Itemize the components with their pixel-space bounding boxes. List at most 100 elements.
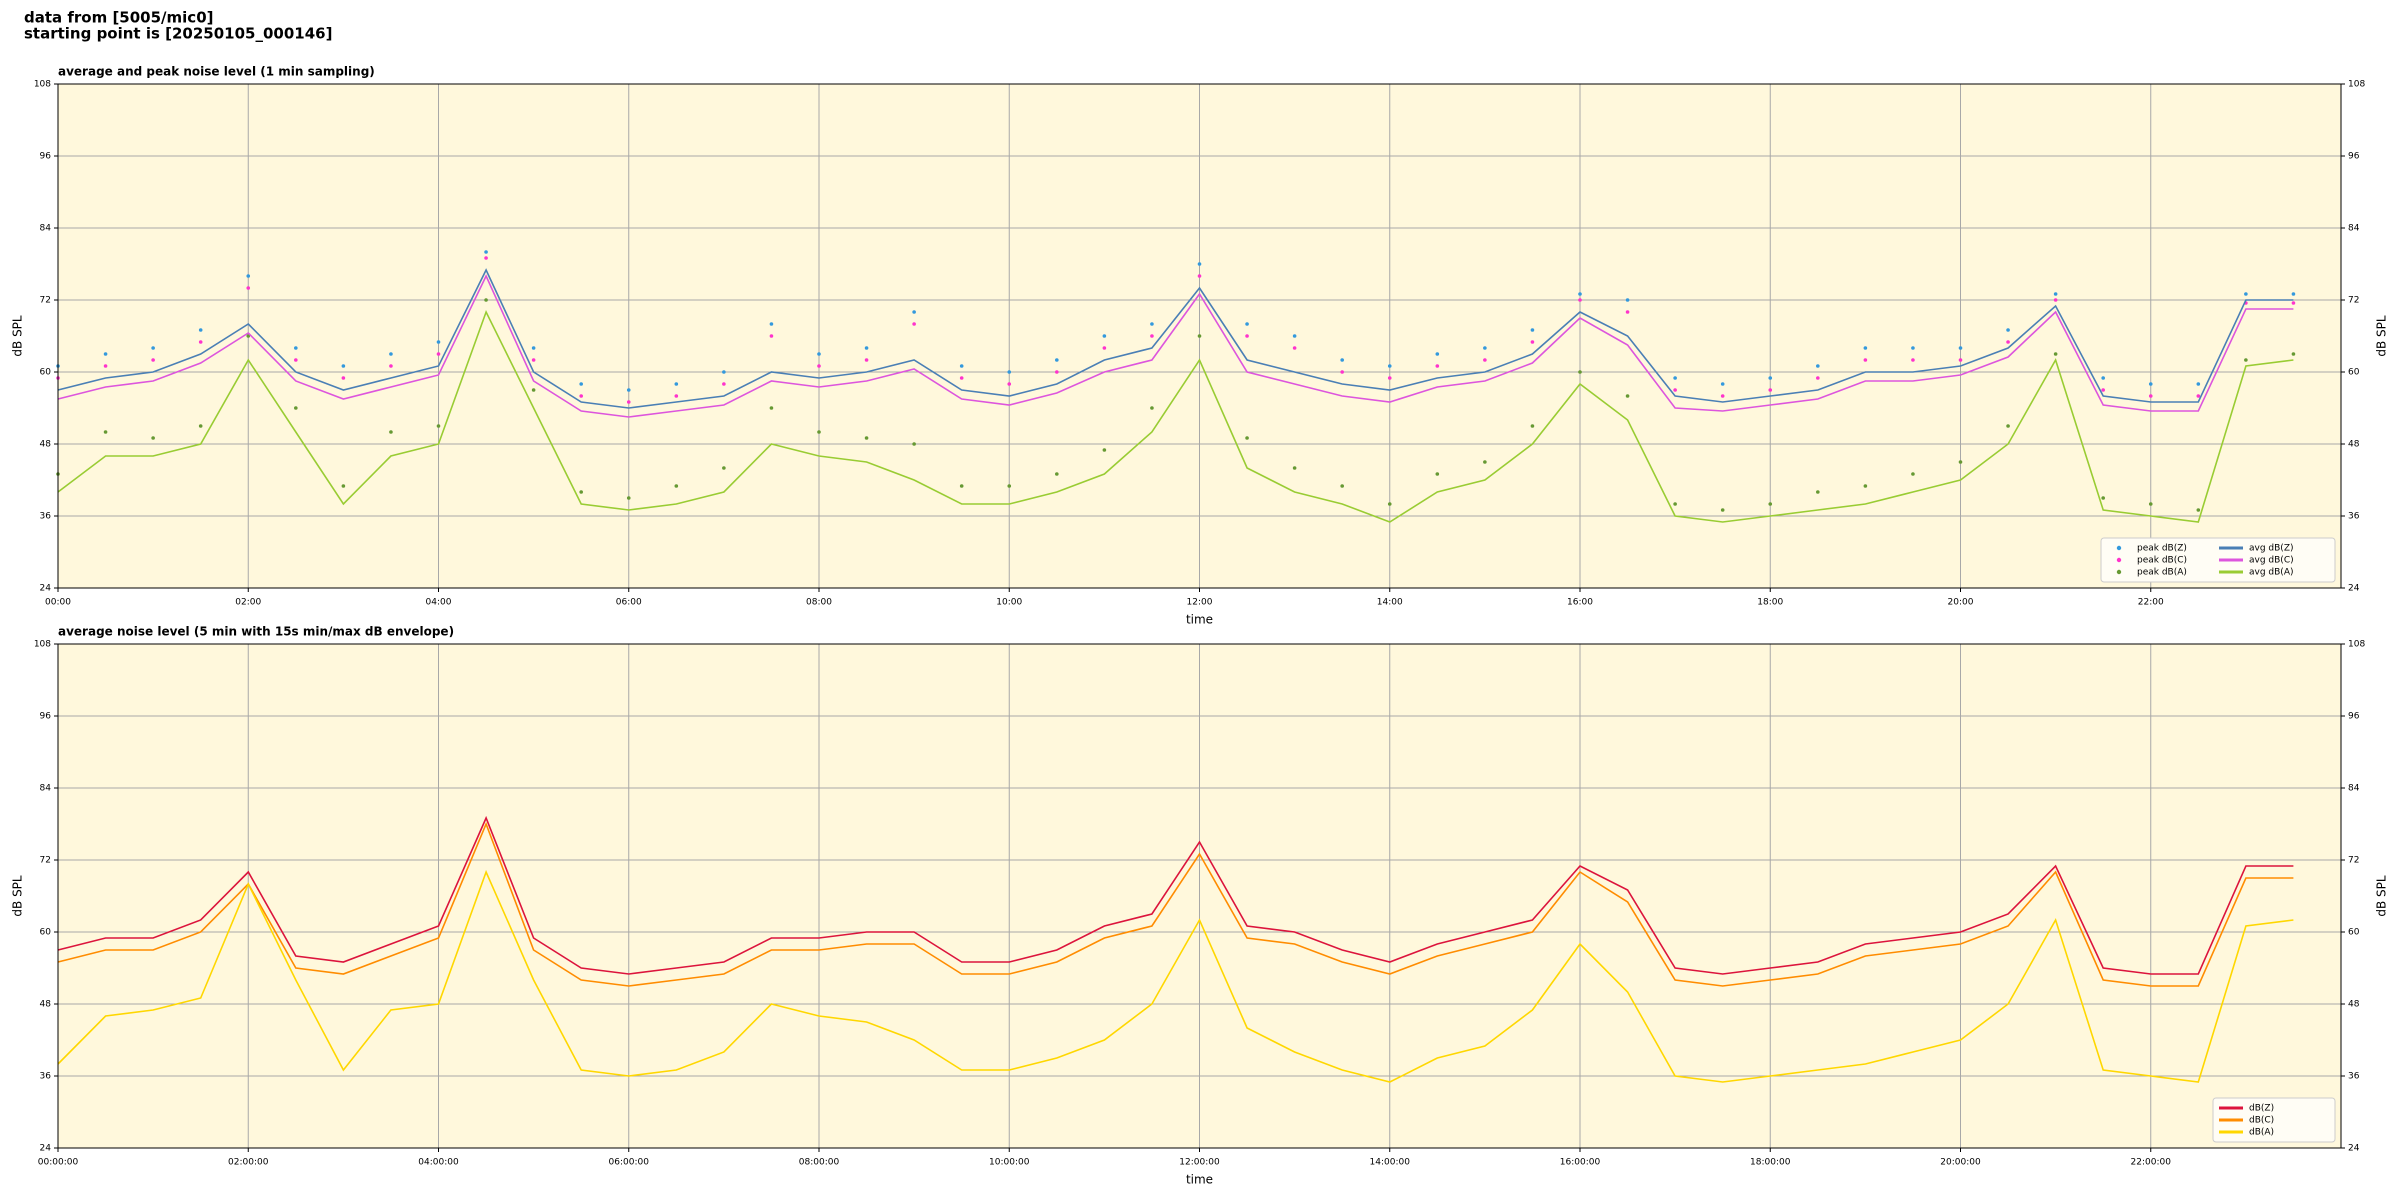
peak-dot (246, 274, 251, 278)
peak-dot (769, 334, 774, 338)
peak-dot (2244, 292, 2248, 296)
peak-dot (1435, 472, 1440, 476)
peak-dot (1625, 394, 1630, 398)
x-tick-label: 16:00 (1567, 598, 1593, 608)
peak-dot (2148, 382, 2153, 386)
peak-dot (1340, 358, 1344, 362)
x-axis-label: time (1186, 613, 1213, 627)
series-line (57, 309, 2294, 523)
peak-dot (294, 406, 298, 410)
peak-dot (626, 400, 631, 404)
peak-dot (626, 496, 631, 500)
peak-dot (579, 394, 583, 398)
peak-dot (341, 376, 346, 380)
peak-dot (1483, 460, 1487, 464)
x-tick-label: 14:00 (1377, 598, 1403, 608)
peak-dot (103, 364, 108, 368)
y-tick-label: 72 (2348, 856, 2359, 866)
peak-dot (1863, 346, 1868, 350)
peak-dot (1102, 448, 1107, 452)
peak-dot (1863, 358, 1868, 362)
peak-dot (1292, 334, 1297, 338)
peak-dot (436, 424, 441, 428)
peak-dot (1673, 502, 1677, 506)
peak-dot (2053, 298, 2058, 302)
peak-dot (1340, 484, 1344, 488)
peak-dot (1197, 334, 1202, 338)
y-tick-label: 24 (2348, 584, 2360, 594)
x-tick-label: 22:00 (2138, 598, 2164, 608)
plot-frame (57, 643, 2342, 1149)
peak-dot (1911, 358, 1915, 362)
peak-dot (1245, 436, 1249, 440)
peak-dot (389, 364, 393, 368)
peak-dot (817, 352, 821, 356)
peak-dot (103, 352, 108, 356)
y-tick-label: 84 (40, 784, 52, 794)
x-tick-label: 20:00 (1948, 598, 1974, 608)
legend-label: avg dB(C) (2249, 556, 2294, 566)
peak-dot (2196, 382, 2201, 386)
peak-dot (1768, 388, 1773, 392)
peak-dot (2101, 376, 2105, 380)
legend-marker (2116, 545, 2122, 551)
peak-dot (1340, 370, 1344, 374)
peak-dot (198, 424, 203, 428)
x-tick-label: 00:00:00 (38, 1158, 79, 1168)
peak-dot (103, 430, 108, 434)
y-tick-label: 60 (2348, 368, 2360, 378)
x-tick-label: 04:00 (426, 598, 452, 608)
peak-dot (2244, 358, 2248, 362)
y-axis-label: dB SPL (2375, 315, 2389, 357)
peak-dot (246, 334, 251, 338)
peak-dot (1625, 310, 1630, 314)
y-tick-label: 36 (40, 512, 52, 522)
peak-dot (579, 490, 583, 494)
series-line (57, 274, 2294, 418)
x-tick-label: 14:00:00 (1370, 1158, 1411, 1168)
peak-dot (1578, 370, 1582, 374)
peak-dot (1530, 340, 1535, 344)
peak-dot (864, 346, 869, 350)
peak-dot (1435, 352, 1440, 356)
peak-dot (674, 382, 679, 386)
peak-dot (484, 298, 488, 302)
peak-dot (864, 436, 869, 440)
y-tick-label: 48 (40, 440, 52, 450)
y-tick-label: 60 (40, 368, 52, 378)
y-tick-label: 60 (40, 928, 52, 938)
y-tick-label: 108 (34, 640, 51, 650)
legend-label: dB(A) (2249, 1128, 2274, 1138)
x-tick-label: 06:00:00 (609, 1158, 650, 1168)
y-tick-label: 96 (40, 152, 52, 162)
x-tick-label: 10:00:00 (989, 1158, 1030, 1168)
peak-dot (864, 358, 869, 362)
x-tick-label: 08:00 (806, 598, 832, 608)
x-tick-label: 02:00:00 (228, 1158, 269, 1168)
peak-dot (817, 430, 821, 434)
peak-dot (2053, 292, 2058, 296)
y-tick-label: 84 (2348, 224, 2360, 234)
peak-dot (484, 250, 488, 254)
plot-frame (57, 83, 2342, 589)
peak-dot (2101, 388, 2105, 392)
peak-dot (722, 466, 726, 470)
legend-label: avg dB(A) (2249, 568, 2293, 578)
y-axis-label: dB SPL (11, 875, 25, 917)
peak-dot (1625, 298, 1630, 302)
peak-dot (1245, 322, 1249, 326)
peak-dot (1150, 322, 1154, 326)
peak-dot (959, 484, 964, 488)
y-tick-label: 108 (34, 80, 51, 90)
legend-label: dB(Z) (2249, 1104, 2274, 1114)
x-tick-label: 06:00 (616, 598, 642, 608)
peak-dot (1197, 274, 1202, 278)
x-tick-label: 02:00 (235, 598, 261, 608)
y-tick-label: 72 (2348, 296, 2359, 306)
y-axis-label: dB SPL (11, 315, 25, 357)
series-line (57, 815, 2294, 975)
peak-dot (436, 352, 441, 356)
peak-dot (1292, 346, 1297, 350)
peak-dot (1245, 334, 1249, 338)
